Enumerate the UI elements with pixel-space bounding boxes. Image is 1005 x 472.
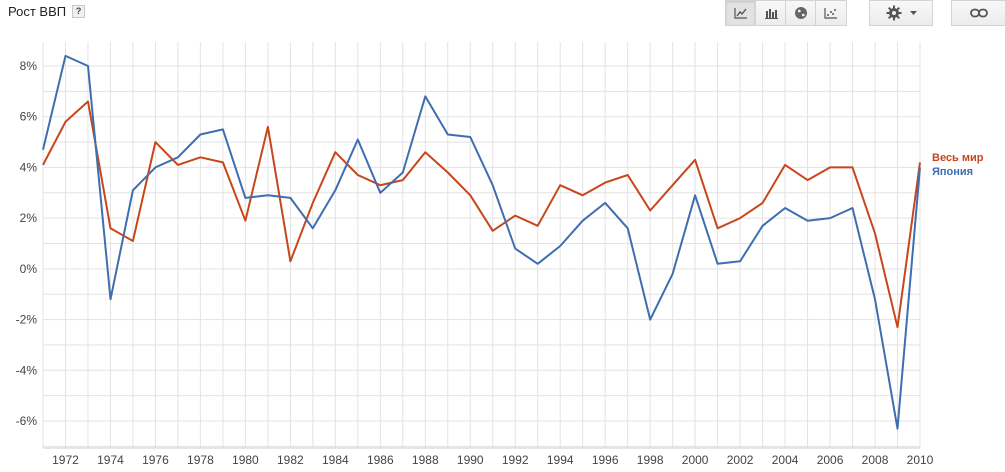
y-axis-ticks: 8% 6% 4% 2% 0% -2% -4% -6% — [16, 59, 38, 428]
help-button[interactable]: ? — [72, 5, 86, 18]
y-tick-label: 8% — [20, 59, 38, 73]
x-tick-label: 2002 — [727, 453, 754, 467]
x-tick-label: 2008 — [862, 453, 889, 467]
x-tick-label: 1982 — [277, 453, 304, 467]
x-tick-label: 1986 — [367, 453, 394, 467]
settings-button[interactable] — [870, 1, 932, 25]
x-tick-label: 1996 — [592, 453, 619, 467]
x-tick-label: 1994 — [547, 453, 574, 467]
x-tick-label: 1998 — [637, 453, 664, 467]
series-label: Весь мир — [932, 152, 984, 164]
x-tick-label: 1976 — [142, 453, 169, 467]
y-tick-label: 0% — [20, 262, 38, 276]
y-tick-label: 2% — [20, 211, 38, 225]
link-icon — [970, 8, 988, 18]
bar-chart-view-button[interactable] — [756, 1, 786, 25]
y-tick-label: 4% — [20, 160, 38, 174]
series-labels: Весь мир Япония — [932, 152, 984, 178]
chart-series — [42, 54, 921, 430]
line-chart-view-button[interactable] — [726, 1, 756, 25]
settings-menu — [869, 0, 933, 26]
x-tick-label: 1992 — [502, 453, 529, 467]
caret-down-icon — [909, 10, 917, 15]
scatter-view-button[interactable] — [816, 1, 846, 25]
x-tick-label: 2000 — [682, 453, 709, 467]
y-tick-label: -2% — [16, 313, 38, 327]
series-line — [42, 54, 921, 430]
x-tick-label: 2004 — [772, 453, 799, 467]
view-switcher — [725, 0, 847, 26]
gear-icon — [886, 5, 901, 21]
y-tick-label: -4% — [16, 363, 38, 377]
y-tick-label: 6% — [20, 110, 38, 124]
chart-header: Рост ВВП ? — [8, 4, 86, 19]
chart-grid — [42, 42, 921, 449]
x-tick-label: 1990 — [457, 453, 484, 467]
link-button[interactable] — [952, 1, 1005, 25]
chart-title: Рост ВВП — [8, 4, 67, 19]
bar-chart-icon — [764, 9, 778, 19]
x-tick-label: 1974 — [97, 453, 124, 467]
scatter-chart-icon — [824, 8, 837, 19]
line-chart-icon — [733, 8, 747, 19]
x-tick-label: 1978 — [187, 453, 214, 467]
x-tick-label: 2006 — [817, 453, 844, 467]
series-label: Япония — [932, 166, 973, 178]
x-tick-label: 2010 — [907, 453, 934, 467]
x-axis-ticks: 1972 1974 1976 1978 1980 1982 1984 1986 1988 1990… — [52, 453, 934, 467]
x-tick-label: 1972 — [52, 453, 79, 467]
x-tick-label: 1988 — [412, 453, 439, 467]
globe-icon — [794, 7, 807, 19]
x-tick-label: 1984 — [322, 453, 349, 467]
map-view-button[interactable] — [786, 1, 816, 25]
link-menu — [951, 0, 1005, 26]
series-line — [42, 100, 921, 329]
y-tick-label: -6% — [16, 414, 38, 428]
x-tick-label: 1980 — [232, 453, 259, 467]
